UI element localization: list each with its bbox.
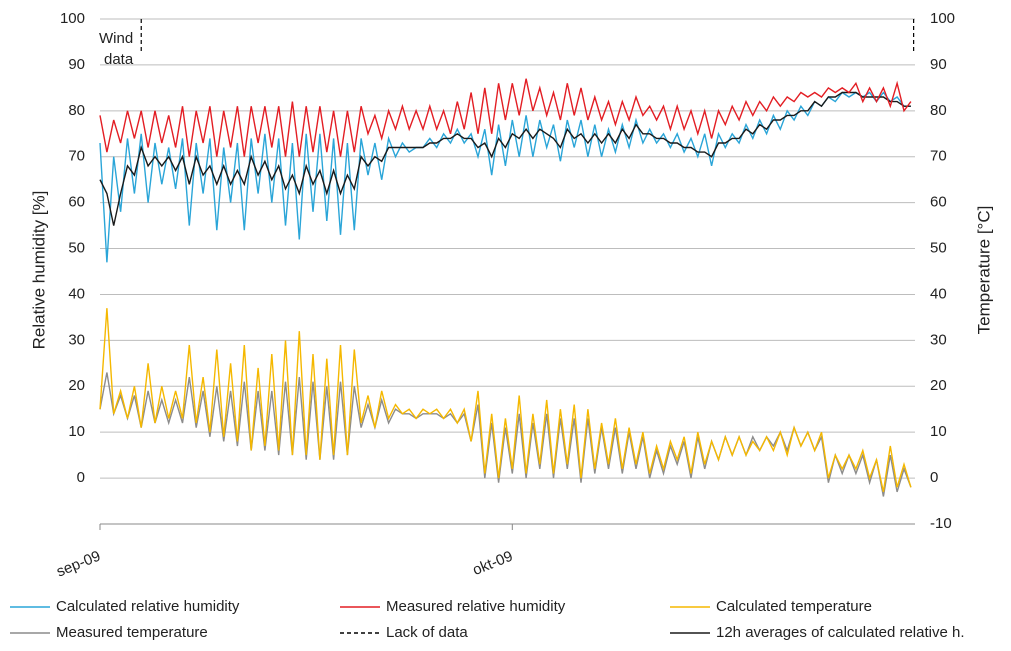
y-tick-label: 90	[68, 56, 85, 73]
legend-label: Measured relative humidity	[386, 598, 566, 615]
y-tick-label: 40	[68, 285, 85, 302]
y-axis-label: Relative humidity [%]	[29, 191, 48, 350]
y2-tick-label: 100	[930, 10, 955, 27]
y-tick-label: 50	[68, 240, 85, 257]
series-line	[99, 372, 912, 497]
legend-label: Lack of data	[386, 624, 468, 641]
series-line	[99, 91, 911, 226]
series-line	[99, 78, 912, 157]
x-tick-label: sep-09	[54, 548, 103, 581]
y2-tick-label: 40	[930, 285, 947, 302]
y2-tick-label: 0	[930, 469, 938, 486]
y-tick-label: 70	[68, 148, 85, 165]
y2-tick-label: -10	[930, 515, 952, 532]
y2-tick-label: 80	[930, 102, 947, 119]
legend-label: 12h averages of calculated relative h.	[716, 624, 965, 641]
y-tick-label: 80	[68, 102, 85, 119]
legend-label: Measured temperature	[56, 624, 208, 641]
y2-tick-label: 10	[930, 423, 947, 440]
y2-tick-label: 20	[930, 377, 947, 394]
x-tick-label: okt-09	[470, 548, 515, 579]
y2-tick-label: 70	[930, 148, 947, 165]
annotation: Wind	[99, 30, 133, 47]
y-tick-label: 100	[60, 10, 85, 27]
y-tick-label: 30	[68, 331, 85, 348]
series-line	[99, 308, 912, 493]
y2-tick-label: 30	[930, 331, 947, 348]
annotation: data	[104, 51, 134, 68]
legend-label: Calculated relative humidity	[56, 598, 240, 615]
y2-axis-label: Temperature [°C]	[974, 206, 993, 335]
y-tick-label: 60	[68, 194, 85, 211]
legend-label: Calculated temperature	[716, 598, 872, 615]
y-tick-label: 20	[68, 377, 85, 394]
y-tick-label: 0	[77, 469, 85, 486]
y2-tick-label: 50	[930, 240, 947, 257]
y-tick-label: 10	[68, 423, 85, 440]
y2-tick-label: 90	[930, 56, 947, 73]
y2-tick-label: 60	[930, 194, 947, 211]
